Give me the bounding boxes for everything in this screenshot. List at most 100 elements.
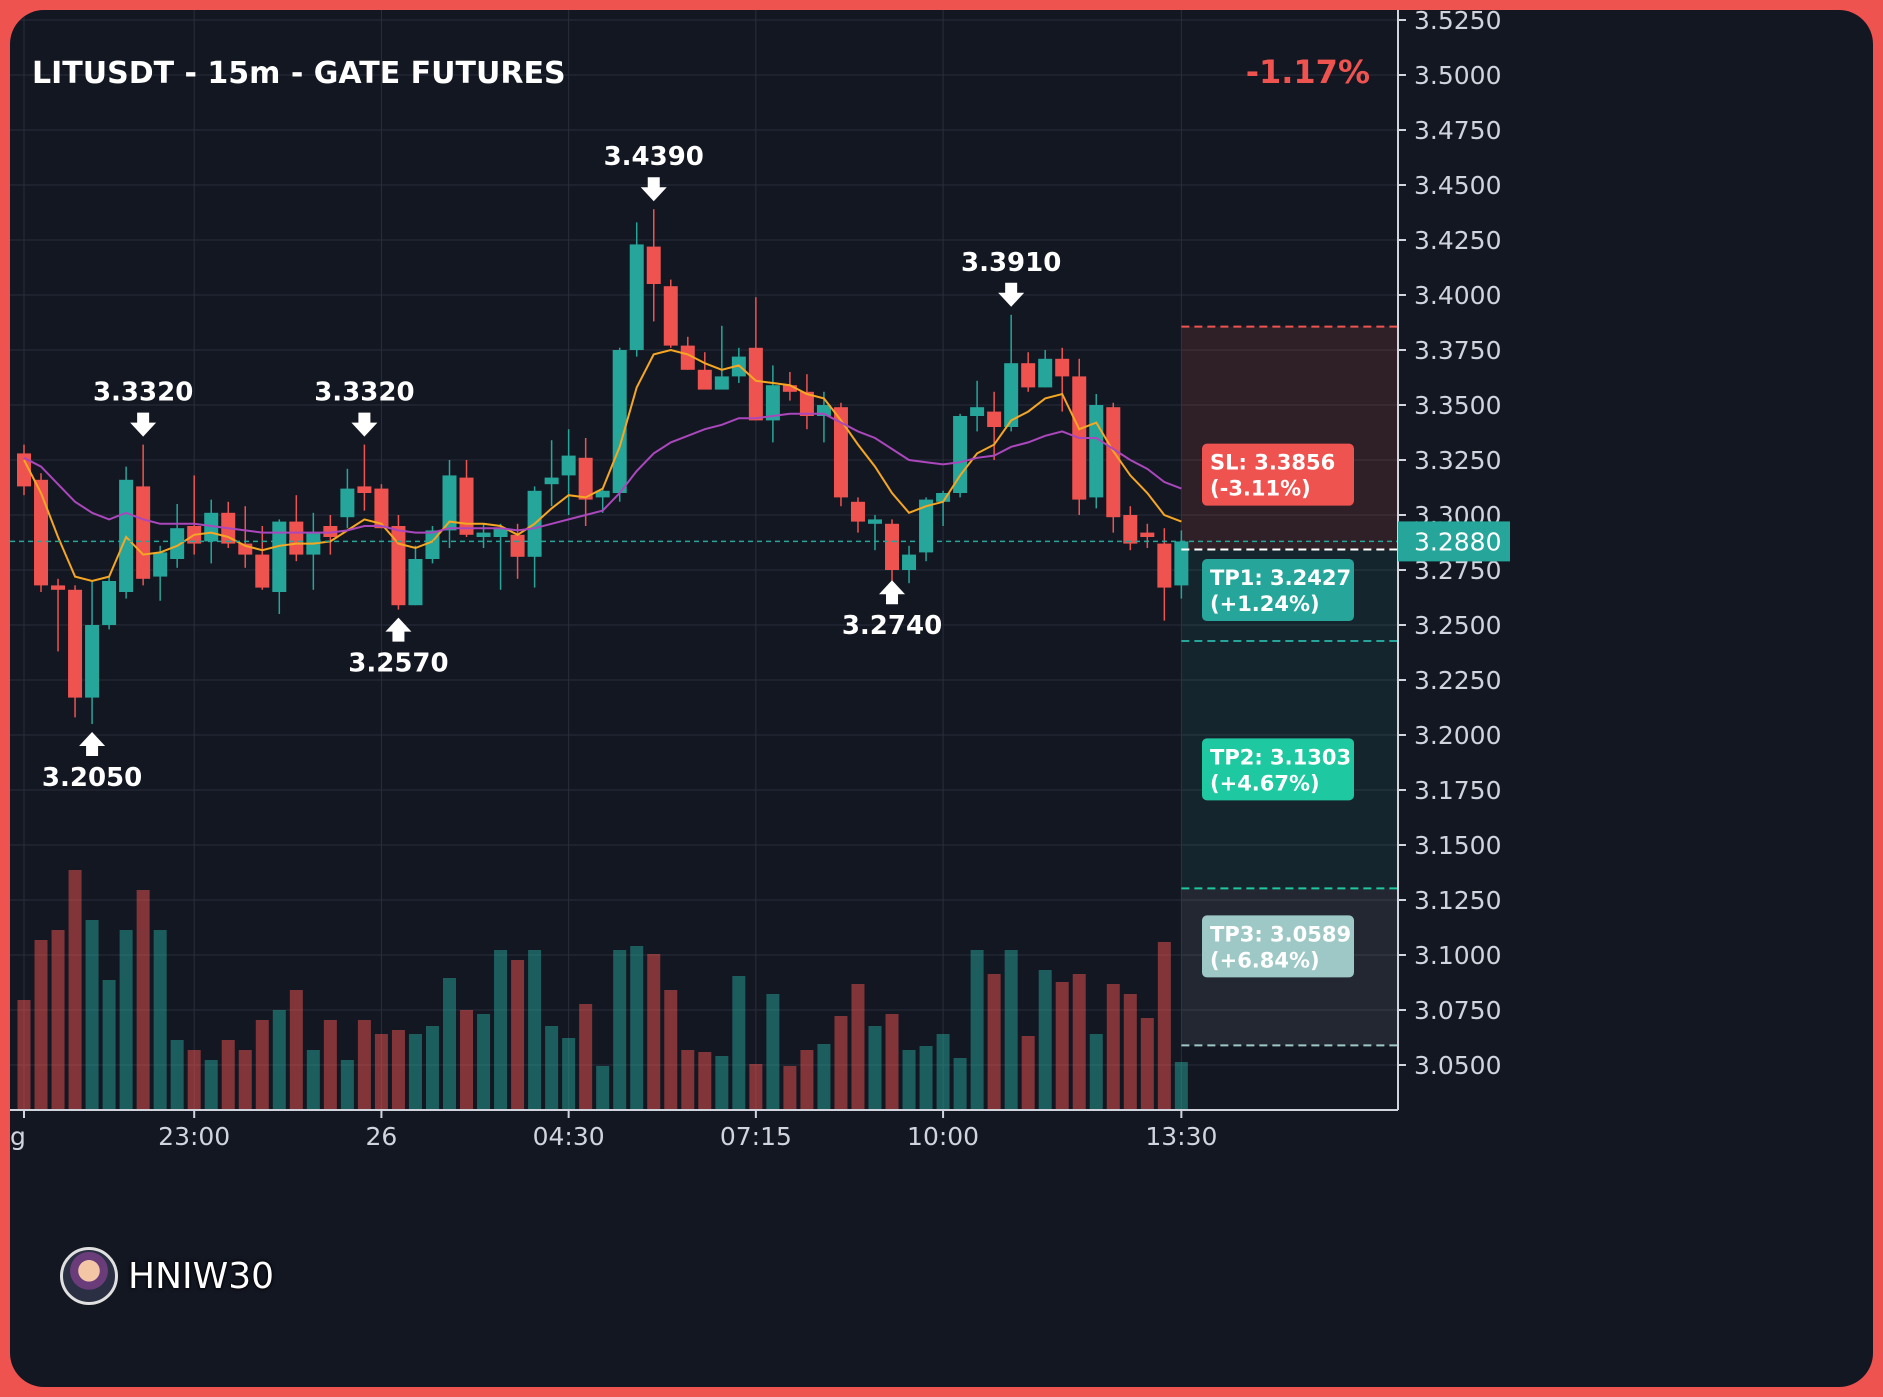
axes: 3.0500 3.0750 3.1000 3.1250 3.1500 3.1750 3.20… — [10, 10, 1510, 1151]
volume-bar — [528, 950, 542, 1110]
price-chart[interactable]: 3.3320 3.2050 3.3320 3.2570 3.4390 3.3910 3.27… — [10, 10, 1873, 1387]
y-tick-label: 3.2500 — [1414, 611, 1501, 640]
peak-annotation: 3.2740 — [842, 580, 942, 641]
candle-body — [697, 369, 712, 390]
candle-body — [629, 244, 644, 350]
volume-bar — [391, 1030, 405, 1110]
volume-bar — [749, 1064, 763, 1110]
candle-body — [833, 407, 848, 498]
annotation-label: 3.3910 — [961, 248, 1061, 278]
y-tick-label: 3.3750 — [1414, 336, 1501, 365]
candle-body — [1157, 543, 1172, 588]
candle-body — [748, 347, 763, 421]
y-tick-label: 3.1250 — [1414, 886, 1501, 915]
volume-bar — [51, 930, 65, 1110]
price-annotations: 3.3320 3.2050 3.3320 3.2570 3.4390 3.3910 3.27… — [42, 142, 1061, 793]
x-tick-label: g — [10, 1122, 26, 1151]
sl-label: SL: 3.3856(-3.11%) — [1202, 443, 1354, 506]
volume-bar — [970, 950, 984, 1110]
volume-bar — [766, 994, 780, 1110]
tp2-label: TP2: 3.1303(+4.67%) — [1202, 738, 1354, 801]
ema-slow-line — [23, 412, 1182, 534]
volume-bar — [204, 1060, 218, 1110]
candle-body — [255, 554, 270, 588]
volume-bar — [408, 1034, 422, 1110]
volume-bar — [238, 1050, 252, 1110]
volume-bar — [255, 1020, 269, 1110]
peak-annotation: 3.3320 — [314, 378, 415, 437]
candle-body — [374, 488, 389, 529]
y-tick-label: 3.5000 — [1414, 61, 1501, 90]
volume-bar — [545, 1026, 559, 1110]
arrow-down-icon — [998, 282, 1025, 307]
tp3-label-box — [1202, 915, 1354, 978]
volume-bar — [783, 1066, 797, 1110]
level-lines — [10, 325, 1398, 1047]
volume-bar — [443, 978, 456, 1110]
candle-body — [595, 490, 610, 498]
volume-bar — [834, 1016, 848, 1110]
candle-body — [1089, 405, 1104, 498]
volume-bar — [34, 940, 48, 1110]
watermark-text: HNIW30 — [128, 1255, 275, 1297]
volume-bar — [1089, 1034, 1103, 1110]
candle-body — [153, 552, 168, 577]
volume-bar — [340, 1060, 354, 1110]
y-tick-label: 3.0500 — [1414, 1051, 1501, 1080]
candle-body — [765, 385, 780, 421]
x-tick-label: 04:30 — [533, 1122, 605, 1151]
arrow-up-icon — [79, 732, 106, 756]
candle-body — [34, 479, 49, 586]
candle-body — [561, 455, 576, 476]
volume-bar — [187, 1050, 201, 1110]
moving-averages — [23, 348, 1182, 583]
volume-bar — [1106, 984, 1120, 1110]
peak-annotation: 3.2050 — [42, 732, 142, 793]
volume-bar — [425, 1026, 439, 1110]
chart-title: LITUSDT - 15m - GATE FUTURES — [32, 56, 566, 91]
candle-body — [476, 532, 491, 537]
volume-bar — [136, 890, 150, 1110]
volume-bar — [494, 950, 508, 1110]
candle-body — [919, 499, 934, 553]
annotation-label: 3.2570 — [348, 649, 448, 679]
candle-body — [680, 345, 695, 370]
y-tick-label: 3.1500 — [1414, 831, 1501, 860]
y-tick-label: 3.4750 — [1414, 116, 1501, 145]
y-tick-label: 3.4250 — [1414, 226, 1501, 255]
x-tick-label: 23:00 — [158, 1122, 230, 1151]
volume-bar — [1140, 1018, 1154, 1110]
tp1-label-pct: (+1.24%) — [1210, 592, 1320, 616]
volume-bar — [1072, 974, 1086, 1110]
chart-frame: 3.3320 3.2050 3.3320 3.2570 3.4390 3.3910 3.27… — [10, 10, 1873, 1387]
candle-body — [1021, 363, 1036, 388]
sl-label-price: SL: 3.3856 — [1210, 451, 1335, 475]
candle-body — [816, 405, 831, 416]
volume-bar — [477, 1014, 491, 1110]
candle-body — [936, 493, 951, 502]
volume-bar — [817, 1044, 831, 1110]
arrow-up-icon — [879, 580, 906, 605]
current-price-tag-label: 3.2880 — [1414, 527, 1501, 556]
volume-bar — [272, 1010, 286, 1110]
candle-body — [850, 501, 865, 522]
volume-bar — [1021, 1036, 1035, 1110]
volume-bar — [851, 984, 865, 1110]
volume-bar — [715, 1056, 729, 1110]
candle-body — [510, 534, 525, 557]
arrow-down-icon — [130, 412, 157, 437]
volume-bar — [902, 1050, 916, 1110]
candle-body — [868, 519, 882, 524]
annotation-label: 3.2050 — [42, 763, 142, 793]
volume-bar — [953, 1058, 967, 1110]
volume-bar — [68, 870, 82, 1110]
sl-label-box — [1202, 443, 1354, 506]
y-tick-label: 3.4500 — [1414, 171, 1501, 200]
candle-body — [102, 581, 117, 625]
volume-bar — [374, 1034, 388, 1110]
y-tick-label: 3.0750 — [1414, 996, 1501, 1025]
candle-body — [136, 486, 151, 579]
price-change: -1.17% — [1246, 53, 1370, 91]
candle-body — [1055, 358, 1070, 377]
volume-bar — [170, 1040, 184, 1110]
